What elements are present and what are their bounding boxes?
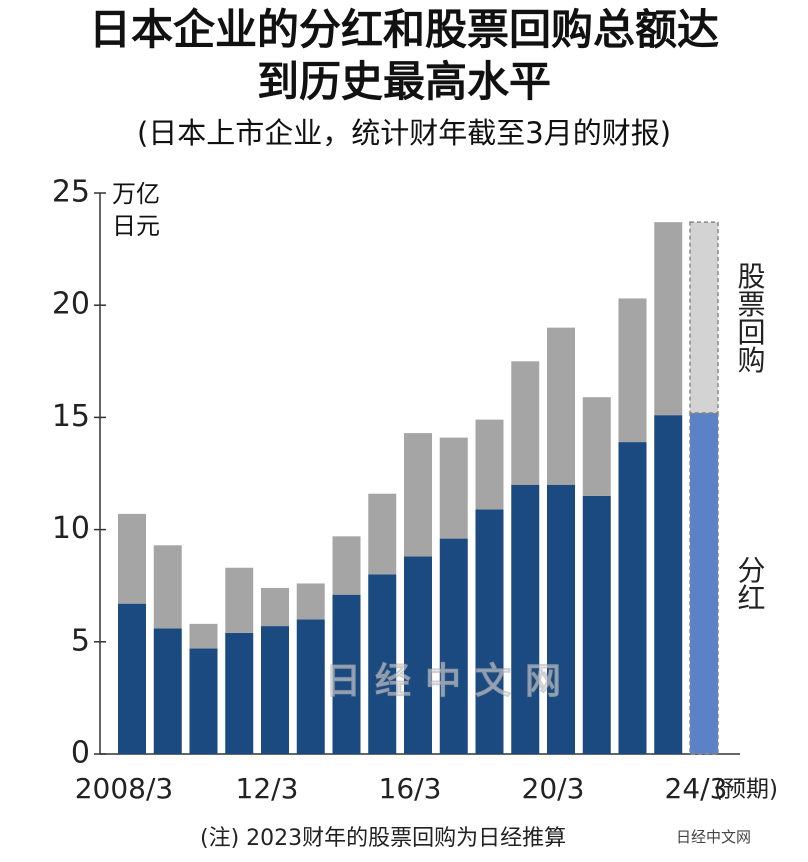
x-tick-label: 16/3 (379, 772, 442, 805)
y-axis-unit: 万亿日元 (112, 180, 160, 240)
watermark: 日经中文网 (325, 661, 575, 702)
x-tick-label: 24/3 (665, 772, 728, 805)
legend-label: 股票回购 (734, 262, 767, 374)
bar-segment (261, 587, 289, 627)
bar-segment (189, 623, 218, 649)
bar-segment (153, 628, 182, 754)
bar-segment (261, 626, 289, 754)
bar-segment (511, 361, 540, 485)
bar-segment (618, 298, 647, 443)
bar-segment (332, 536, 361, 595)
bar-segment (296, 619, 325, 754)
bar-segment (118, 513, 146, 604)
y-tick-label: 0 (71, 736, 90, 771)
chart-title: 日本企业的分红和股票回购总额达到历史最高水平 (88, 5, 719, 106)
bar-segment (332, 594, 361, 754)
bar-segment (547, 484, 575, 754)
bar-segment (439, 538, 468, 754)
bar-segment (475, 419, 504, 510)
y-tick-label: 5 (71, 623, 90, 658)
footnote: (注) 2023财年的股票回购为日经推算 (200, 826, 567, 851)
legend-label: 分红 (734, 555, 767, 611)
bar-segment (475, 509, 504, 754)
bar-segment (582, 397, 611, 496)
bar-segment (439, 437, 468, 539)
bar-segment (547, 327, 575, 485)
bar-segment (582, 495, 611, 754)
bar-segment (189, 648, 218, 754)
bar-segment (654, 222, 683, 416)
bar-segment (689, 221, 719, 414)
bar-segment (618, 442, 647, 754)
x-tick-label: 20/3 (522, 772, 585, 805)
bar-segment (368, 574, 397, 754)
y-tick-label: 20 (52, 287, 90, 322)
source: 日经中文网 (676, 828, 752, 846)
bar-segment (654, 415, 683, 754)
bar-segment (689, 412, 719, 755)
bar-segment (153, 545, 182, 629)
bar-segment (296, 583, 325, 620)
y-tick-label: 15 (52, 399, 90, 434)
bar-segment (225, 632, 254, 754)
y-tick-label: 10 (52, 511, 90, 546)
bar-segment (511, 484, 540, 754)
x-tick-label: 2008/3 (75, 772, 174, 805)
bar-segment (225, 567, 254, 633)
y-tick-label: 25 (52, 175, 90, 210)
x-tick-label: 12/3 (236, 772, 299, 805)
bar-segment (118, 603, 146, 754)
bar-segment (404, 433, 432, 557)
x-tick-note: (预期) (714, 777, 778, 803)
bar-segment (404, 556, 432, 754)
bar-segment (368, 493, 397, 575)
chart-subtitle: (日本上市企业，统计财年截至3月的财报) (136, 116, 672, 150)
